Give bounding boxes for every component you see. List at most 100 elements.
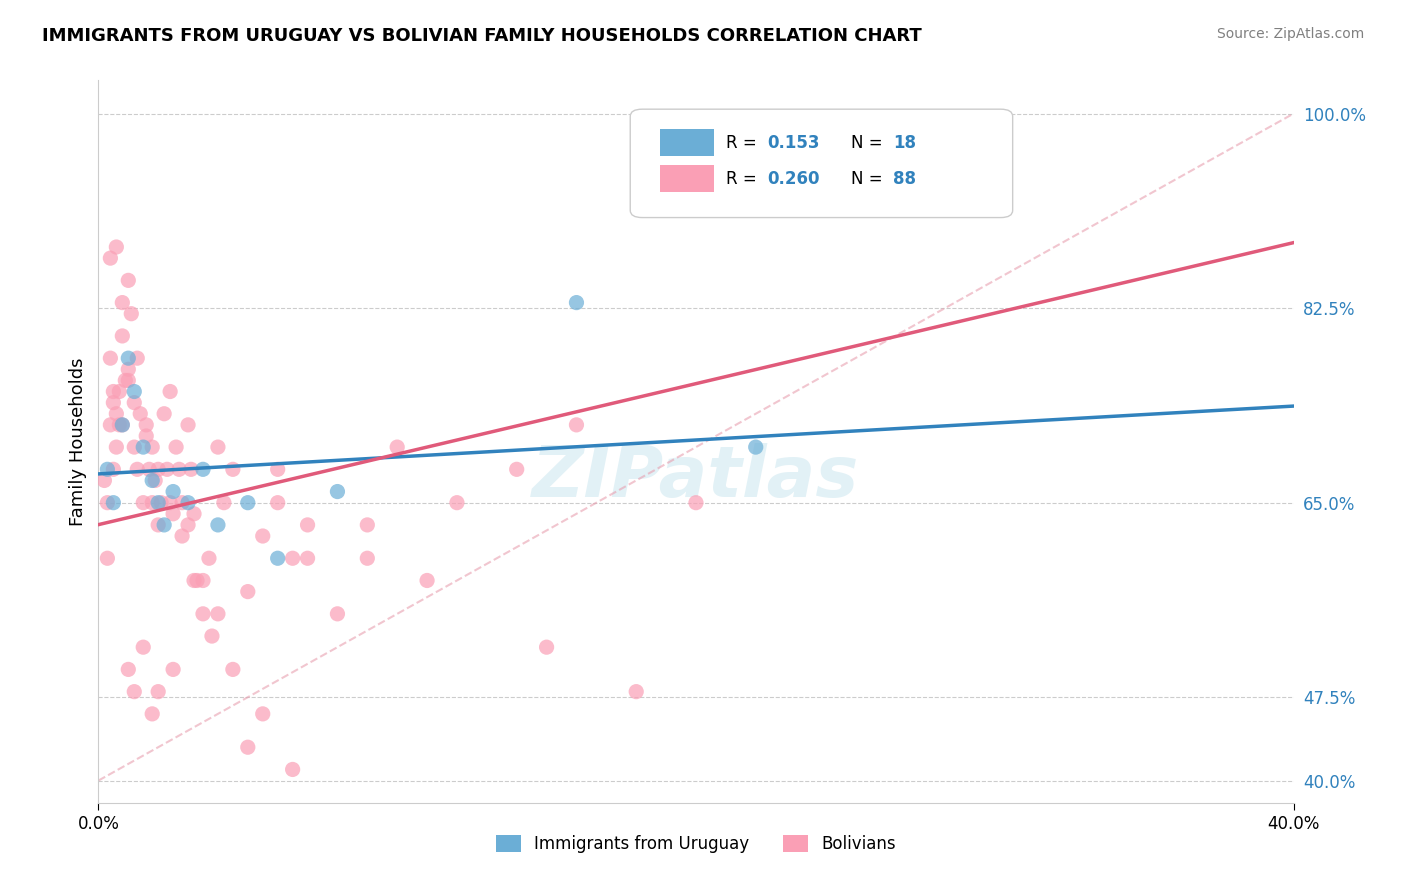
Point xyxy=(385,440,409,454)
Point xyxy=(108,417,131,432)
Point xyxy=(129,407,152,421)
Point xyxy=(111,295,134,310)
Point xyxy=(267,496,290,510)
Point xyxy=(156,462,179,476)
Point xyxy=(356,517,378,532)
Point xyxy=(153,517,176,532)
Point xyxy=(127,351,149,366)
Point xyxy=(111,417,134,432)
Point xyxy=(141,440,163,454)
Point xyxy=(141,496,163,510)
Point xyxy=(252,706,274,721)
Point xyxy=(103,395,125,409)
Point xyxy=(148,684,170,698)
Point xyxy=(212,496,235,510)
Point xyxy=(159,384,181,399)
Point xyxy=(117,362,139,376)
Point xyxy=(105,407,128,421)
Point xyxy=(127,462,149,476)
Point xyxy=(165,440,187,454)
Point xyxy=(222,462,245,476)
Point xyxy=(162,507,184,521)
Point xyxy=(626,684,648,698)
Point xyxy=(132,640,155,655)
Point xyxy=(143,474,166,488)
Point xyxy=(117,373,139,387)
Text: IMMIGRANTS FROM URUGUAY VS BOLIVIAN FAMILY HOUSEHOLDS CORRELATION CHART: IMMIGRANTS FROM URUGUAY VS BOLIVIAN FAMI… xyxy=(42,27,922,45)
Point xyxy=(177,496,200,510)
Point xyxy=(207,440,229,454)
Point xyxy=(172,496,194,510)
Point xyxy=(108,384,131,399)
Point xyxy=(236,584,259,599)
Point xyxy=(138,462,160,476)
Point xyxy=(297,551,319,566)
Point xyxy=(207,607,229,621)
Point xyxy=(201,629,224,643)
Point xyxy=(281,763,304,777)
Point xyxy=(281,551,304,566)
Point xyxy=(135,417,157,432)
Bar xyxy=(661,128,714,156)
Point xyxy=(124,395,146,409)
Point xyxy=(172,529,194,543)
Point xyxy=(114,373,136,387)
Point xyxy=(124,440,146,454)
Point xyxy=(191,607,214,621)
Point xyxy=(356,551,378,566)
Point xyxy=(148,462,170,476)
Text: ZIPatlas: ZIPatlas xyxy=(533,443,859,512)
Point xyxy=(236,496,259,510)
Text: 18: 18 xyxy=(893,134,917,153)
Point xyxy=(252,529,274,543)
Point xyxy=(93,474,115,488)
Text: Source: ZipAtlas.com: Source: ZipAtlas.com xyxy=(1216,27,1364,41)
Point xyxy=(416,574,439,588)
Point xyxy=(103,384,125,399)
Point xyxy=(536,640,558,655)
Point xyxy=(267,462,290,476)
Point xyxy=(96,462,118,476)
Point xyxy=(96,496,118,510)
Point xyxy=(132,440,155,454)
Text: R =: R = xyxy=(725,134,762,153)
Point xyxy=(177,517,200,532)
Point xyxy=(111,417,134,432)
Point xyxy=(446,496,468,510)
Point xyxy=(326,607,349,621)
Point xyxy=(565,417,588,432)
Point xyxy=(177,417,200,432)
Point xyxy=(141,706,163,721)
Point xyxy=(180,462,202,476)
Point xyxy=(222,662,245,676)
Point xyxy=(745,440,768,454)
Point xyxy=(124,684,146,698)
Point xyxy=(191,462,214,476)
Text: 0.153: 0.153 xyxy=(768,134,820,153)
Point xyxy=(685,496,707,510)
Point xyxy=(236,740,259,755)
Point xyxy=(186,574,208,588)
Y-axis label: Family Households: Family Households xyxy=(69,358,87,525)
Point xyxy=(135,429,157,443)
Point xyxy=(162,662,184,676)
Point xyxy=(565,295,588,310)
Point xyxy=(132,496,155,510)
Point xyxy=(183,507,205,521)
Point xyxy=(207,517,229,532)
FancyBboxPatch shape xyxy=(630,109,1012,218)
Point xyxy=(117,273,139,287)
Point xyxy=(117,662,139,676)
Point xyxy=(167,462,190,476)
Bar xyxy=(661,165,714,193)
Point xyxy=(105,240,128,254)
Point xyxy=(148,517,170,532)
Point xyxy=(326,484,349,499)
Text: N =: N = xyxy=(852,170,889,188)
Point xyxy=(153,407,176,421)
Point xyxy=(162,484,184,499)
Point xyxy=(141,474,163,488)
Point xyxy=(105,440,128,454)
Point xyxy=(103,496,125,510)
Point xyxy=(111,329,134,343)
